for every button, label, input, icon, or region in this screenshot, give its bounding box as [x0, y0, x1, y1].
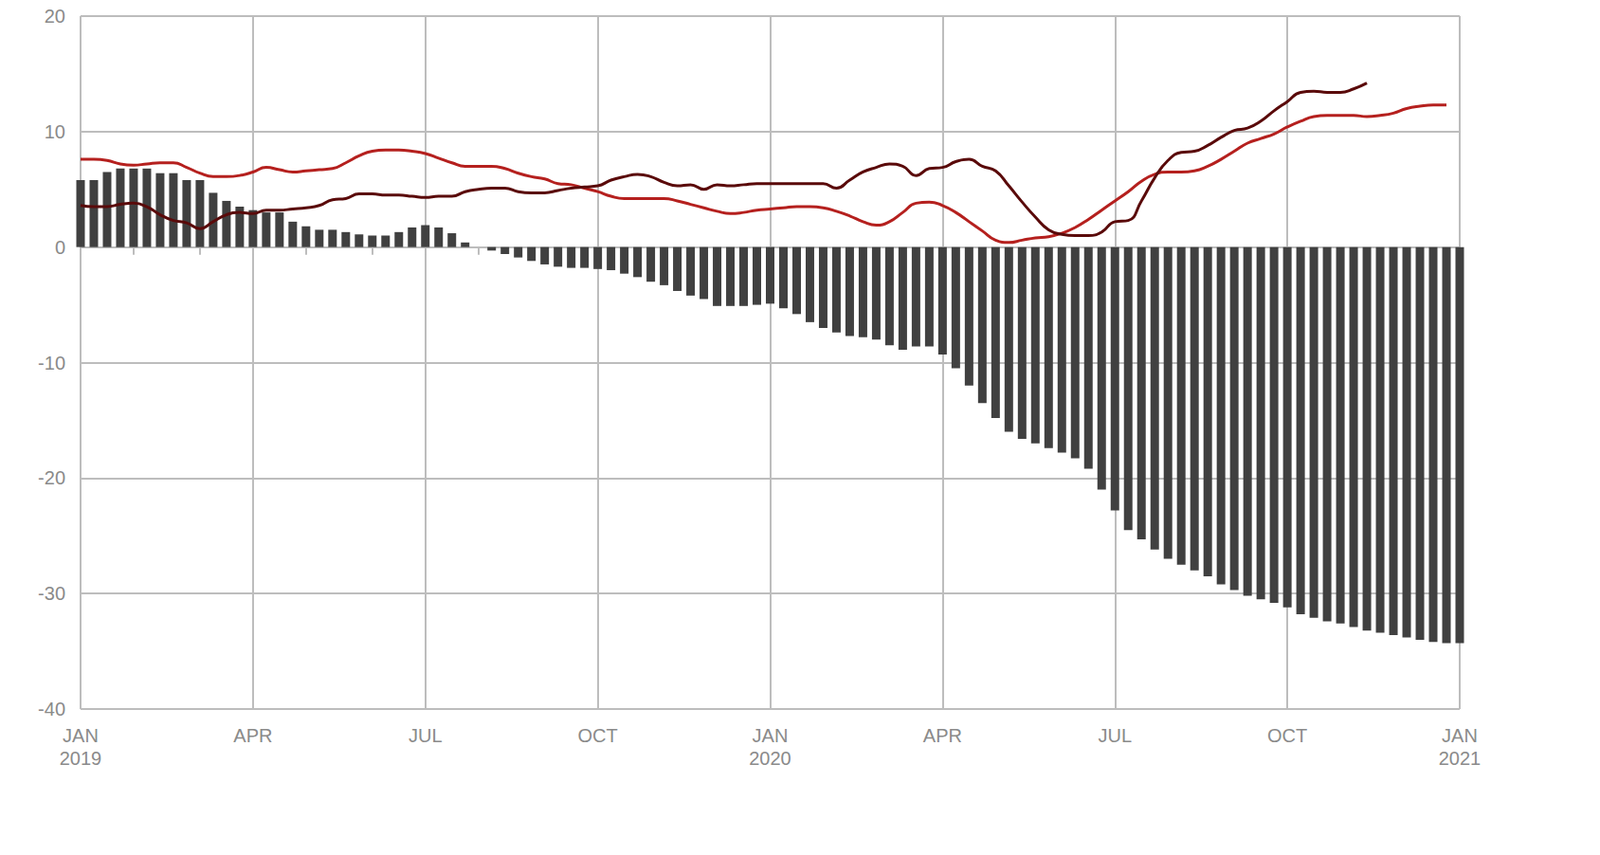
svg-text:-40: -40: [37, 698, 66, 720]
svg-text:APR: APR: [923, 725, 963, 746]
svg-text:2019: 2019: [59, 747, 103, 769]
svg-text:-10: -10: [37, 352, 66, 374]
svg-text:OCT: OCT: [578, 725, 619, 746]
svg-text:JAN: JAN: [62, 725, 99, 746]
svg-text:JAN: JAN: [1441, 725, 1478, 746]
svg-text:10: 10: [44, 121, 66, 143]
svg-text:2020: 2020: [748, 747, 792, 769]
svg-text:2021: 2021: [1438, 747, 1482, 769]
svg-text:APR: APR: [233, 725, 273, 746]
svg-text:-20: -20: [37, 467, 66, 489]
svg-text:20: 20: [44, 5, 66, 27]
svg-text:JUL: JUL: [1097, 725, 1132, 746]
svg-text:OCT: OCT: [1267, 725, 1308, 746]
svg-text:JAN: JAN: [752, 725, 789, 746]
svg-text:0: 0: [54, 236, 66, 258]
svg-text:-30: -30: [37, 582, 66, 604]
svg-text:JUL: JUL: [408, 725, 443, 746]
